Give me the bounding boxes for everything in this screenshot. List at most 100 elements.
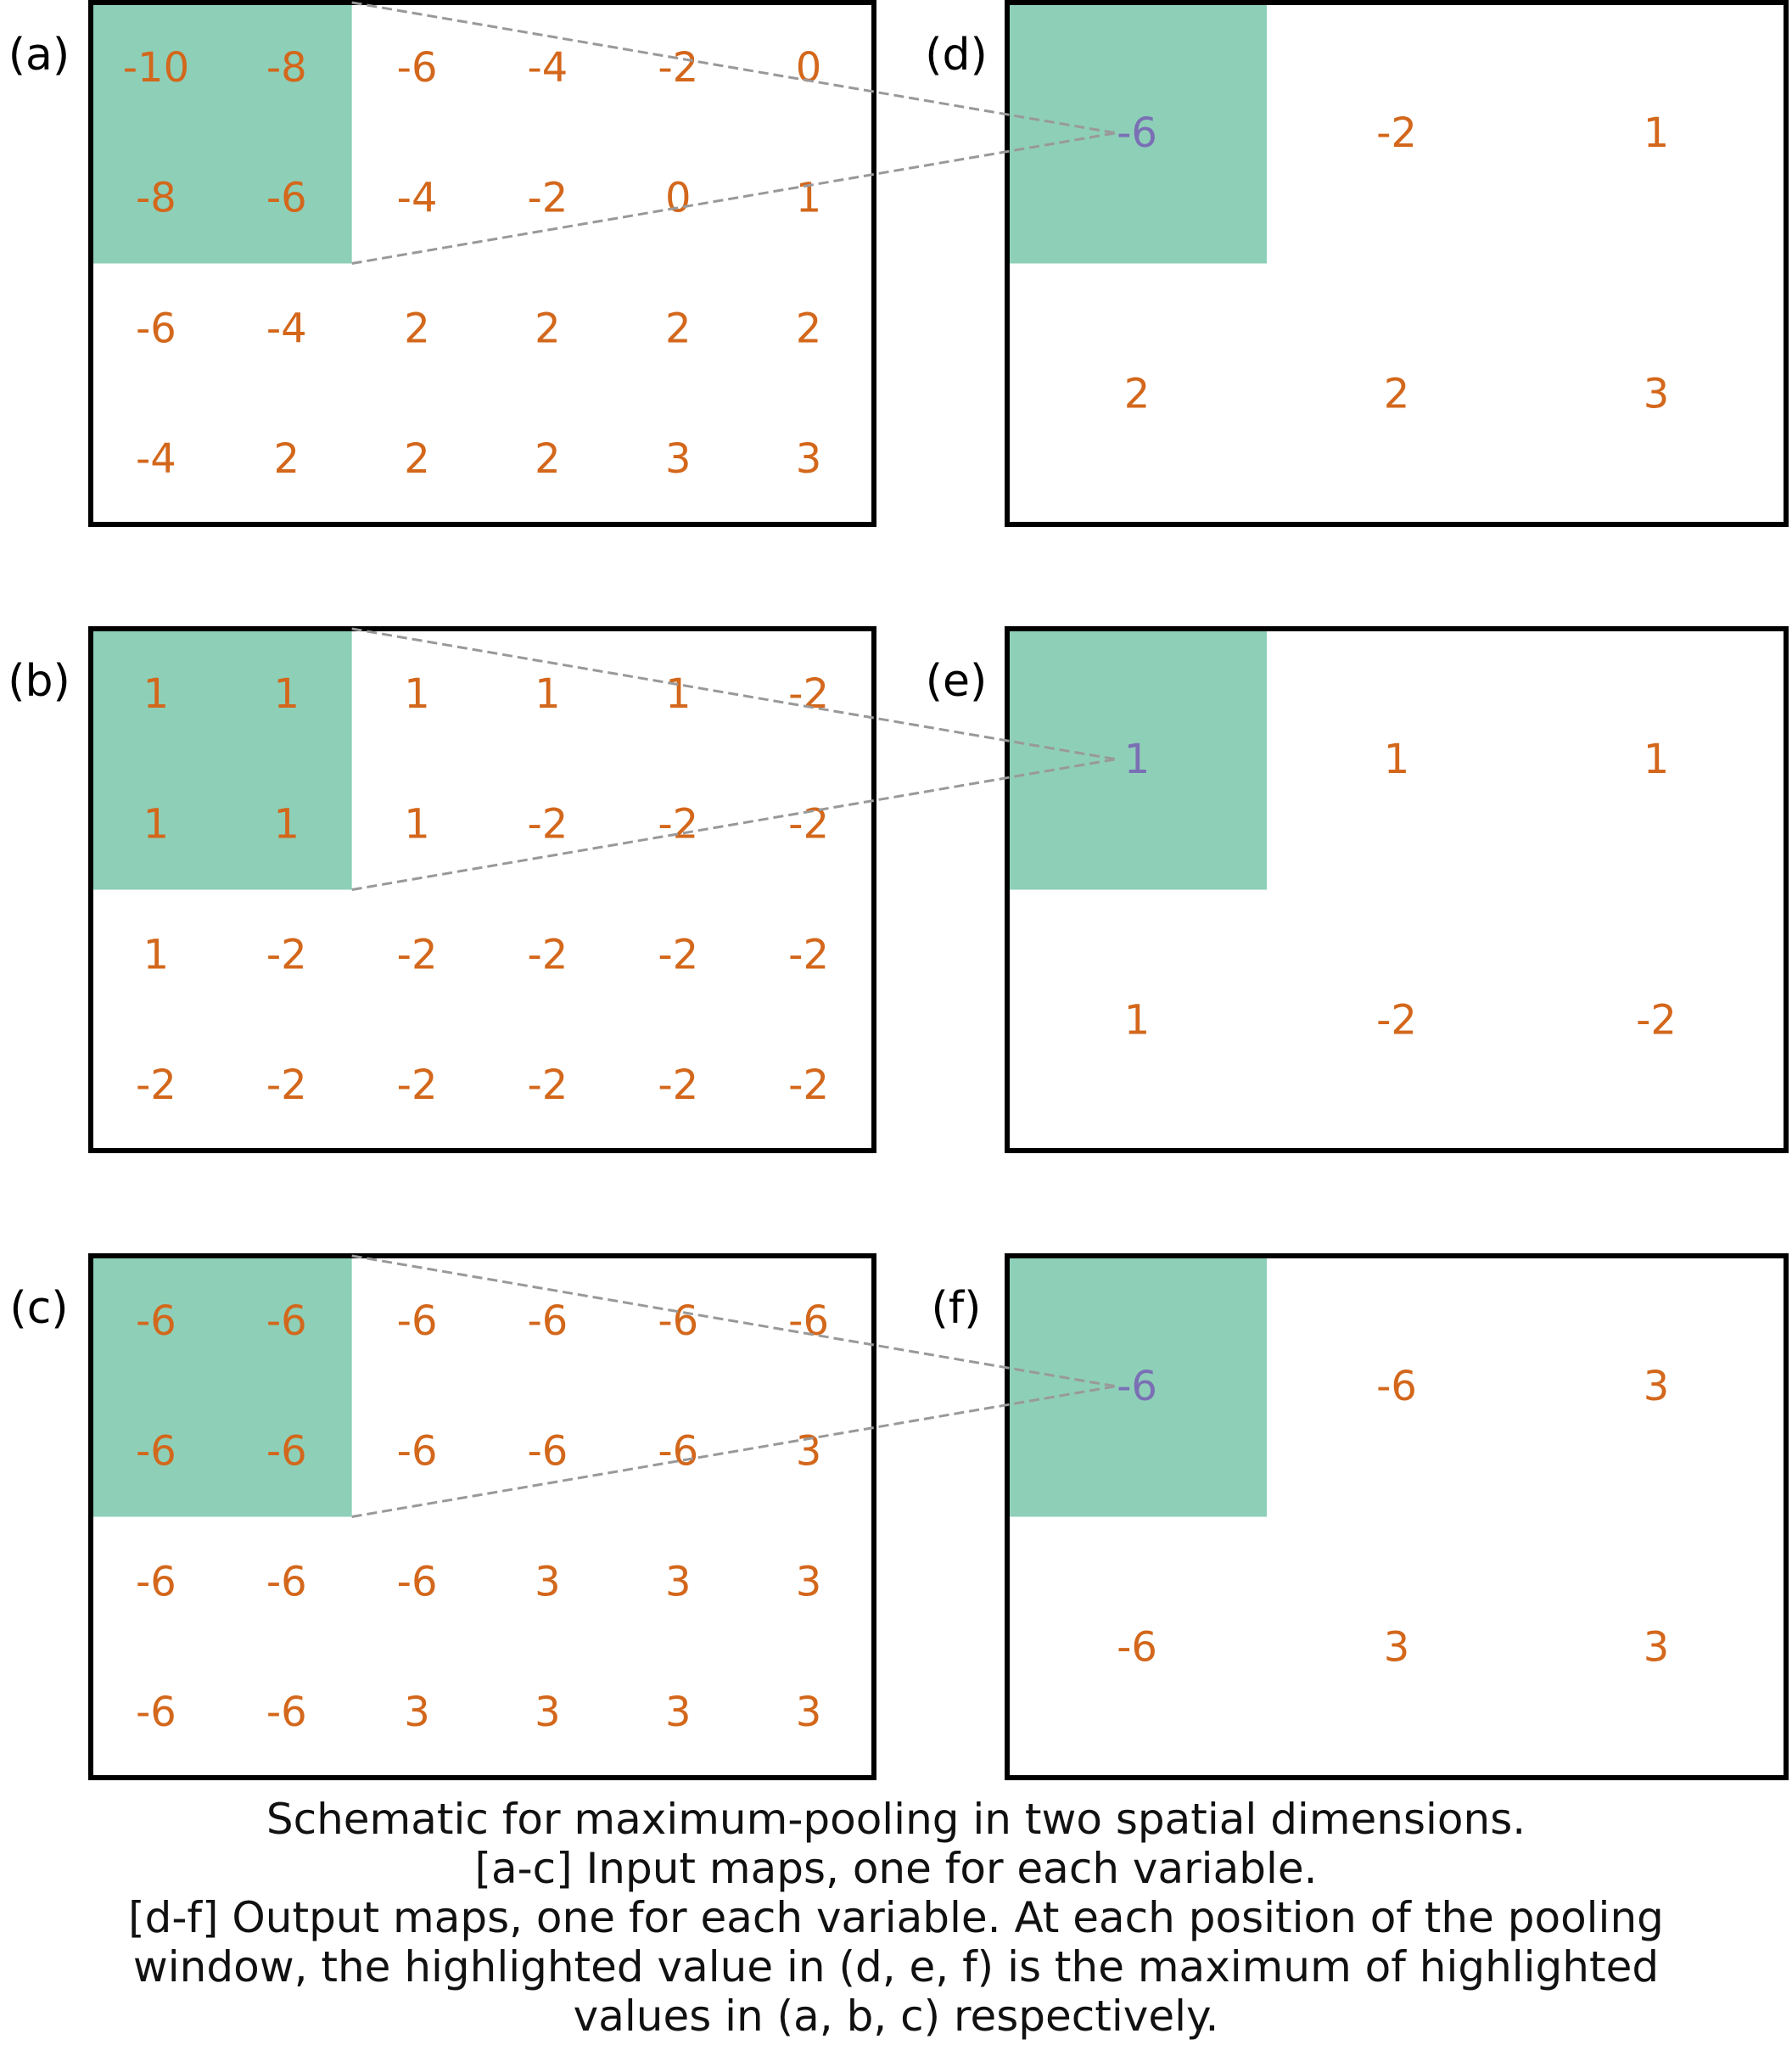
- input-cell-value: 1: [273, 801, 300, 849]
- input-cell-value: -6: [397, 1297, 438, 1345]
- input-cell-value: -6: [136, 1297, 176, 1345]
- input-cell-value: -6: [136, 1428, 176, 1476]
- input-cell-value: -6: [266, 1689, 307, 1736]
- input-cell-value: 2: [404, 435, 430, 483]
- input-cell-value: -6: [136, 305, 176, 352]
- input-pool-window: [91, 1256, 352, 1517]
- pooled-max-value: -6: [1117, 1363, 1157, 1410]
- input-cell-value: 3: [665, 1689, 692, 1736]
- input-cell-value: -6: [788, 1297, 829, 1345]
- input-cell-value: -6: [136, 1558, 176, 1605]
- input-cell-value: -6: [658, 1297, 698, 1345]
- connector-line: [351, 132, 1117, 265]
- output-cell-value: 2: [1124, 370, 1151, 417]
- pooling-figure: -10 -8 -6 -4 -2 0-8 -6 -4 -2 0 1-6 -4 2 2 2 2-4 2 2 2 3 3-6-…: [8, 0, 1789, 1780]
- input-cell-value: -6: [397, 1428, 438, 1476]
- caption-line-4: window, the highlighted value in (d, e, …: [132, 1942, 1660, 1992]
- output-cell-value: -2: [1376, 109, 1417, 157]
- input-cell-value: 1: [404, 670, 430, 718]
- input-cell-value: 2: [796, 305, 822, 352]
- figure-caption: Schematic for maximum-pooling in two spa…: [0, 1795, 1792, 2041]
- panel-row-3: -6 -6 -6 -6 -6 -6 -6 -6 -6 -6 -6 3 -6 -6 -6 3 3 3 -6 -6 3 3 3 3…: [9, 1253, 1789, 1780]
- input-cell-value: 1: [143, 931, 170, 978]
- input-cell-value: -2: [788, 1062, 829, 1109]
- output-cell-value: 1: [1644, 109, 1670, 157]
- output-cell-value: -6: [1376, 1363, 1417, 1410]
- input-cell-value: -6: [136, 1689, 176, 1736]
- input-panel-label: (c): [9, 1283, 68, 1334]
- pooled-max-value: -6: [1117, 109, 1157, 157]
- input-cell-value: 1: [143, 670, 170, 718]
- input-cell-value: -6: [266, 1558, 307, 1605]
- input-cell-value: 2: [535, 435, 561, 483]
- connector-line: [351, 1385, 1117, 1518]
- output-panel-label: (e): [926, 656, 988, 707]
- input-cell-value: -2: [658, 44, 698, 92]
- input-cell-value: 3: [404, 1689, 430, 1736]
- input-cell-value: -2: [788, 801, 829, 849]
- input-cell-value: -4: [136, 435, 176, 483]
- output-cell-value: 3: [1644, 370, 1670, 417]
- input-cell-value: 0: [665, 175, 692, 222]
- output-map-frame: [1005, 626, 1789, 1153]
- input-cell-value: -6: [658, 1428, 698, 1476]
- panel-row-2: 1 1 1 1 1 -2 1 1 1 -2 -2 -2 1 -2 -2 -2 -2 -2 -2 -2 -2 -2 -2 -2 1…: [8, 626, 1789, 1153]
- input-panel-label: (a): [8, 30, 70, 81]
- input-cell-value: -2: [397, 931, 438, 978]
- input-cell-value: 3: [796, 1689, 822, 1736]
- input-cell-value: -2: [658, 1062, 698, 1109]
- input-cell-value: -2: [527, 801, 568, 849]
- input-cell-value: -2: [788, 931, 829, 978]
- input-cell-value: 3: [796, 1428, 822, 1476]
- input-cell-value: 3: [796, 435, 822, 483]
- input-cell-value: -2: [527, 931, 568, 978]
- input-cell-value: -2: [136, 1062, 176, 1109]
- output-cell-value: -2: [1636, 996, 1677, 1044]
- input-pool-window: [91, 3, 352, 264]
- input-cell-value: 3: [535, 1689, 561, 1736]
- connector-line: [351, 1254, 1117, 1388]
- input-cell-value: -2: [397, 1062, 438, 1109]
- input-cell-value: -6: [397, 44, 438, 92]
- input-cell-value: 0: [796, 44, 822, 92]
- input-cell-value: 3: [665, 1558, 692, 1605]
- connector-line: [351, 1, 1117, 135]
- input-cell-value: -8: [266, 44, 307, 92]
- output-cell-value: 1: [1644, 736, 1670, 783]
- input-cell-value: -6: [397, 1558, 438, 1605]
- input-cell-value: -2: [266, 931, 307, 978]
- input-cell-value: -8: [136, 175, 176, 222]
- input-cell-value: -6: [266, 1428, 307, 1476]
- output-map-frame: [1005, 0, 1789, 527]
- input-cell-value: -6: [266, 175, 307, 222]
- output-cell-value: 3: [1644, 1363, 1670, 1410]
- input-cell-value: 1: [143, 801, 170, 849]
- panel-row-1: -10 -8 -6 -4 -2 0 -8 -6 -4 -2 0 1 -6 -4 2 2 2 2 -4 2 2 2 3 3 -6 -…: [8, 0, 1789, 527]
- input-cell-value: -2: [266, 1062, 307, 1109]
- input-map-frame: [88, 0, 876, 527]
- caption-line-5: values in (a, b, c) respectively.: [573, 1992, 1219, 2041]
- input-cell-value: -2: [527, 1062, 568, 1109]
- output-panel-label: (d): [925, 30, 988, 81]
- input-cell-value: 2: [404, 305, 430, 352]
- input-cell-value: -10: [123, 44, 189, 92]
- input-cell-value: 2: [535, 305, 561, 352]
- output-cell-value: -2: [1376, 996, 1417, 1044]
- input-cell-value: -6: [527, 1428, 568, 1476]
- input-pool-window: [91, 629, 352, 890]
- input-panel-label: (b): [8, 656, 70, 707]
- input-cell-value: -6: [266, 1297, 307, 1345]
- caption-line-1: Schematic for maximum-pooling in two spa…: [266, 1795, 1526, 1844]
- output-panel-label: (f): [932, 1283, 982, 1334]
- caption-line-3: [d-f] Output maps, one for each variable…: [128, 1893, 1664, 1942]
- input-map-frame: [88, 1253, 876, 1780]
- output-cell-value: 2: [1384, 370, 1410, 417]
- input-cell-value: -2: [658, 931, 698, 978]
- input-cell-value: -4: [527, 44, 568, 92]
- output-cell-value: -6: [1117, 1623, 1157, 1671]
- input-cell-value: -2: [658, 801, 698, 849]
- output-cell-value: 1: [1124, 996, 1151, 1044]
- pooled-max-value: 1: [1124, 736, 1151, 783]
- input-cell-value: 3: [796, 1558, 822, 1605]
- input-cell-value: 1: [535, 670, 561, 718]
